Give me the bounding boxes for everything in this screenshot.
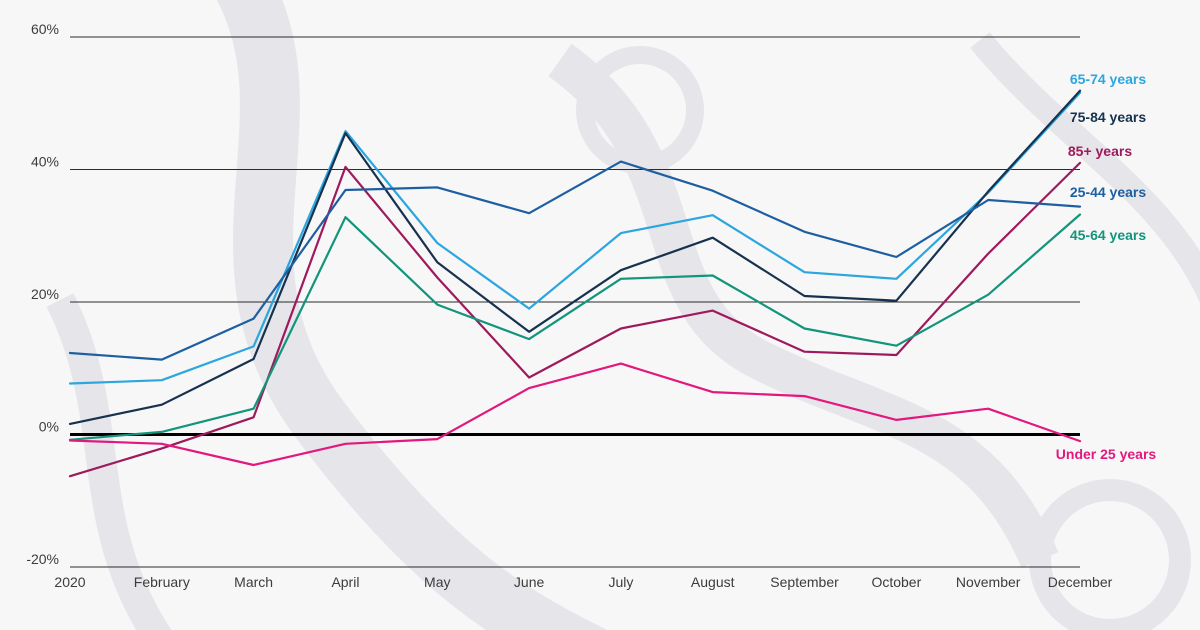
y-tick-label: 0% <box>39 419 59 435</box>
x-tick-label: February <box>134 574 190 590</box>
x-tick-label: June <box>514 574 545 590</box>
series-label-65-74-years: 65-74 years <box>1070 71 1147 87</box>
x-tick-label: September <box>770 574 839 590</box>
x-tick-label: December <box>1048 574 1113 590</box>
series-label-75-84-years: 75-84 years <box>1070 109 1147 125</box>
x-tick-label: 2020 <box>54 574 85 590</box>
x-tick-label: April <box>331 574 359 590</box>
x-tick-label: November <box>956 574 1021 590</box>
background-decoration <box>46 0 1200 630</box>
series-line-under-25-years <box>68 362 1082 467</box>
series-layer <box>68 89 1082 478</box>
series-labels: 65-74 years 75-84 years 85+ years 25-44 yea… <box>1056 71 1157 462</box>
series-line-45-64-years <box>68 213 1082 441</box>
series-line-75-84-years <box>68 89 1082 425</box>
y-tick-label: 60% <box>31 21 59 37</box>
y-tick-label: -20% <box>26 551 59 567</box>
x-tick-label: October <box>871 574 921 590</box>
x-tick-label: March <box>234 574 273 590</box>
series-line-65-74-years <box>68 91 1082 385</box>
y-axis-ticks: -20% 0% 20% 40% 60% <box>26 21 59 567</box>
series-label-45-64-years: 45-64 years <box>1070 227 1147 243</box>
series-label-85-years: 85+ years <box>1068 143 1132 159</box>
x-tick-label: August <box>691 574 735 590</box>
x-tick-label: July <box>608 574 633 590</box>
series-label-25-44-years: 25-44 years <box>1070 184 1147 200</box>
x-axis-ticks: 2020 February March April May June July August S… <box>54 574 1112 590</box>
y-tick-label: 40% <box>31 154 59 170</box>
series-line-25-44-years <box>68 160 1082 361</box>
series-label-under-25-years: Under 25 years <box>1056 446 1157 462</box>
y-tick-label: 20% <box>31 286 59 302</box>
x-tick-label: May <box>424 574 450 590</box>
